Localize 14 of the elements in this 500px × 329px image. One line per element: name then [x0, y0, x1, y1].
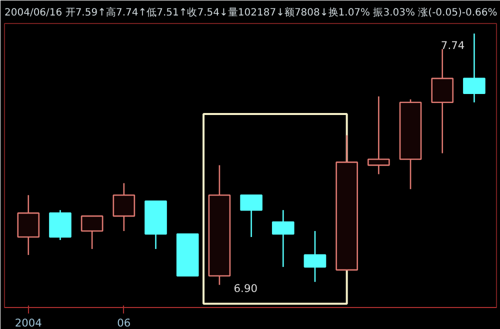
- candlestick: [240, 194, 262, 238]
- candlestick: [80, 215, 104, 250]
- candlestick: [272, 209, 294, 268]
- candlestick: [368, 96, 390, 175]
- candlestick: [17, 194, 40, 256]
- candlestick: [112, 182, 136, 232]
- x-tick-label: 2004: [14, 316, 42, 329]
- annotation: 7.74: [440, 39, 465, 52]
- chart-subtitle: 2004/06/16 开7.59↑高7.74↑低7.51↑收7.54↓量102187↓额7808↓换1.07% 振3.03% 涨(-0.05)-0.66%: [4, 6, 498, 18]
- x-tick-label: 06: [117, 316, 131, 329]
- candlestick: [49, 209, 72, 241]
- annotation: 6.90: [234, 282, 258, 295]
- candlestick: [304, 230, 326, 283]
- candlestick: [463, 32, 486, 104]
